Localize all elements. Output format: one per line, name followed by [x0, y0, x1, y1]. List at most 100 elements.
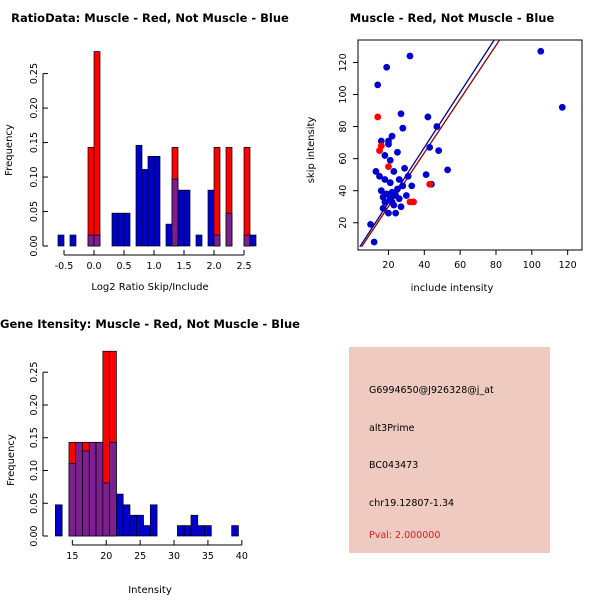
- gene-histogram-panel: Gene Itensity: Muscle - Red, Not Muscle …: [0, 300, 300, 600]
- scatter-svg: Muscle - Red, Not Muscle - Blue 20 40 60 80…: [306, 11, 583, 294]
- x-tick-label: 25: [134, 551, 146, 562]
- x-tick-label: 0.5: [116, 261, 131, 272]
- scatter-point: [383, 190, 391, 198]
- y-tick-label: 0.15: [29, 427, 40, 448]
- histogram-bar-overlap: [213, 234, 221, 247]
- x-tick-label: 120: [559, 260, 577, 271]
- histogram-bar-overlap: [171, 178, 179, 247]
- histogram-bar: [69, 234, 77, 247]
- scatter-point: [408, 182, 416, 190]
- scatter-title: Muscle - Red, Not Muscle - Blue: [350, 11, 555, 25]
- histogram-bar: [183, 525, 192, 537]
- scatter-point: [383, 63, 391, 71]
- x-tick-label: 15: [66, 551, 78, 562]
- scatter-point: [558, 103, 566, 111]
- x-tick-label: 100: [523, 260, 541, 271]
- x-tick-label: -0.5: [55, 261, 74, 272]
- x-tick-label: 1.5: [176, 261, 191, 272]
- scatter-point: [381, 198, 389, 206]
- scatter-point: [370, 238, 378, 246]
- scatter-frame: [357, 39, 583, 251]
- histogram-bar: [153, 155, 161, 247]
- scatter-xlabel: include intensity: [411, 283, 494, 294]
- histogram-bar: [57, 234, 65, 247]
- scatter-point: [377, 187, 385, 195]
- ratio-histogram-bars: [57, 51, 257, 247]
- scatter-point: [397, 203, 405, 211]
- scatter-point: [377, 137, 385, 145]
- scatter-point: [537, 47, 545, 55]
- plot-box: [357, 39, 583, 251]
- y-tick-label: 0.05: [29, 493, 40, 514]
- histogram-bar: [231, 525, 239, 537]
- scatter-point: [379, 204, 387, 212]
- x-tick-label: 20: [100, 551, 112, 562]
- histogram-bar: [204, 525, 212, 537]
- x-tick-label: 0.0: [86, 261, 101, 272]
- histogram-bar: [129, 514, 138, 537]
- scatter-point: [399, 182, 407, 190]
- y-tick-label: 100: [338, 85, 349, 103]
- scatter-point: [395, 176, 403, 183]
- x-tick-label: 40: [418, 260, 430, 271]
- histogram-bar: [136, 514, 144, 537]
- ratio-histogram-ylabel: Frequency: [4, 124, 15, 176]
- x-tick-label: 1.0: [146, 261, 161, 272]
- histogram-bar-overlap: [225, 212, 233, 247]
- scatter-point: [426, 180, 434, 188]
- y-tick-label: 20: [338, 217, 349, 229]
- histogram-bar: [122, 504, 131, 537]
- scatter-point: [386, 156, 394, 164]
- histogram-bar-overlap: [95, 441, 104, 537]
- scatter-point: [444, 166, 451, 174]
- histogram-bar: [55, 504, 63, 537]
- scatter-axes: 20 40 60 80 100 120 20 40 60 80 100 120: [338, 53, 577, 271]
- x-tick-label: 35: [202, 551, 214, 562]
- y-tick-label: 0.15: [29, 132, 40, 153]
- scatter-point: [399, 124, 407, 132]
- histogram-bar: [147, 155, 155, 247]
- ratio-histogram-axes: -0.5 0.0 0.5 1.0 1.5 2.0 2.5 0.00 0.05 0.10 0.15 0.…: [29, 63, 252, 272]
- scatter-point: [401, 164, 408, 172]
- histogram-bar: [111, 212, 119, 247]
- histogram-bar: [141, 169, 149, 247]
- histogram-bar: [243, 147, 251, 247]
- scatter-point: [381, 176, 389, 183]
- y-tick-label: 0.05: [29, 201, 40, 222]
- info-event-type: alt3Prime: [369, 423, 415, 434]
- scatter-point: [406, 52, 414, 60]
- gene-histogram-svg: Gene Itensity: Muscle - Red, Not Muscle …: [0, 317, 300, 596]
- histogram-bar: [207, 189, 215, 247]
- scatter-point: [392, 209, 400, 217]
- scatter-point: [424, 113, 432, 121]
- gene-histogram-bars: [55, 350, 239, 537]
- fit-line-red-fit: [361, 40, 501, 248]
- scatter-point: [374, 81, 382, 89]
- ratio-histogram-xlabel: Log2 Ratio Skip/Include: [91, 282, 208, 293]
- histogram-bar: [116, 493, 124, 537]
- scatter-points: [367, 47, 566, 246]
- y-tick-label: 60: [338, 153, 349, 165]
- scatter-point: [367, 220, 374, 228]
- scatter-point: [377, 142, 385, 150]
- histogram-bar-overlap: [109, 441, 117, 537]
- histogram-bar-overlap: [93, 234, 101, 247]
- histogram-bar: [165, 223, 173, 247]
- histogram-bar: [197, 525, 205, 537]
- y-tick-label: 40: [338, 185, 349, 197]
- histogram-bar-overlap: [82, 450, 90, 537]
- scatter-point: [381, 152, 389, 159]
- y-tick-label: 80: [338, 121, 349, 133]
- scatter-point: [372, 168, 380, 175]
- histogram-bar: [123, 212, 131, 247]
- scatter-point: [394, 148, 401, 156]
- histogram-bar-overlap: [68, 462, 77, 537]
- scatter-point: [388, 132, 396, 140]
- info-probe-id: G6994650@J926328@j_at: [369, 385, 494, 396]
- info-locus: chr19.12807-1.34: [369, 498, 455, 509]
- scatter-point: [385, 209, 392, 217]
- histogram-bar: [143, 525, 151, 537]
- histogram-bar: [183, 189, 191, 247]
- info-pvalue: Pval: 2.000000: [369, 530, 441, 541]
